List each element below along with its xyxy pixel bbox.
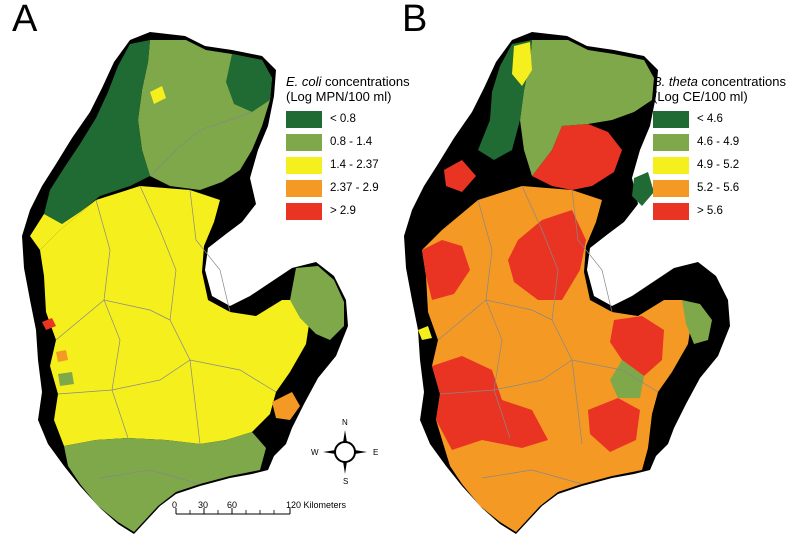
compass-w-label: W [311,448,319,457]
legend-b-item: 5.2 - 5.6 [653,179,739,197]
legend-b-swatch [653,179,689,197]
legend-a-item: < 0.8 [286,110,356,128]
legend-b-title-rest: concentrations [697,74,786,89]
legend-a-title-italic: E. coli [286,74,322,89]
legend-b-label: 4.6 - 4.9 [697,136,740,148]
legend-a-label: 1.4 - 2.37 [330,159,379,171]
legend-a-swatch [286,156,322,174]
map-panel-a [22,32,348,534]
legend-a-swatch [286,202,322,220]
legend-b-item: > 5.6 [653,202,723,220]
legend-a-label: > 2.9 [330,205,356,217]
legend-b-label: 5.2 - 5.6 [697,182,740,194]
panel-a-letter: A [12,0,38,40]
legend-b-title-italic: B. theta [653,74,698,89]
legend-b-item: < 4.6 [653,110,723,128]
legend-a: E. coli concentrations (Log MPN/100 ml) … [286,74,436,234]
legend-b-swatch [653,202,689,220]
legend-a-subtitle: (Log MPN/100 ml) [286,89,392,104]
legend-a-item: 1.4 - 2.37 [286,156,379,174]
scale-label-0: 0 [172,500,178,510]
legend-b-subtitle: (Log CE/100 ml) [653,89,748,104]
legend-a-label: 2.37 - 2.9 [330,182,379,194]
scale-bar [175,508,291,515]
scale-label-60: 60 [227,500,238,510]
legend-a-item: 0.8 - 1.4 [286,133,372,151]
compass-rose [323,430,367,474]
legend-a-label: < 0.8 [330,113,356,125]
legend-a-swatch [286,110,322,128]
scale-label-120: 120 Kilometers [286,500,347,510]
legend-b-label: > 5.6 [697,205,723,217]
compass-s-label: S [343,477,349,486]
legend-b-item: 4.6 - 4.9 [653,133,739,151]
legend-b-title: B. theta concentrations [653,74,795,89]
legend-a-item: 2.37 - 2.9 [286,179,379,197]
legend-b-item: 4.9 - 5.2 [653,156,739,174]
legend-b-label: < 4.6 [697,113,723,125]
legend-a-swatch [286,179,322,197]
scale-label-30: 30 [198,500,209,510]
panel-b-letter: B [402,0,428,40]
legend-a-title-rest: concentrations [321,74,410,89]
legend-a-item: > 2.9 [286,202,356,220]
compass-e-label: E [373,448,379,457]
legend-a-label: 0.8 - 1.4 [330,136,373,148]
legend-b-swatch [653,156,689,174]
legend-a-swatch [286,133,322,151]
legend-b: B. theta concentrations (Log CE/100 ml) … [653,74,795,234]
legend-b-swatch [653,110,689,128]
map-panel-b [404,32,730,534]
legend-a-title: E. coli concentrations [286,74,436,89]
legend-b-swatch [653,133,689,151]
compass-n-label: N [342,418,348,427]
legend-b-label: 4.9 - 5.2 [697,159,740,171]
